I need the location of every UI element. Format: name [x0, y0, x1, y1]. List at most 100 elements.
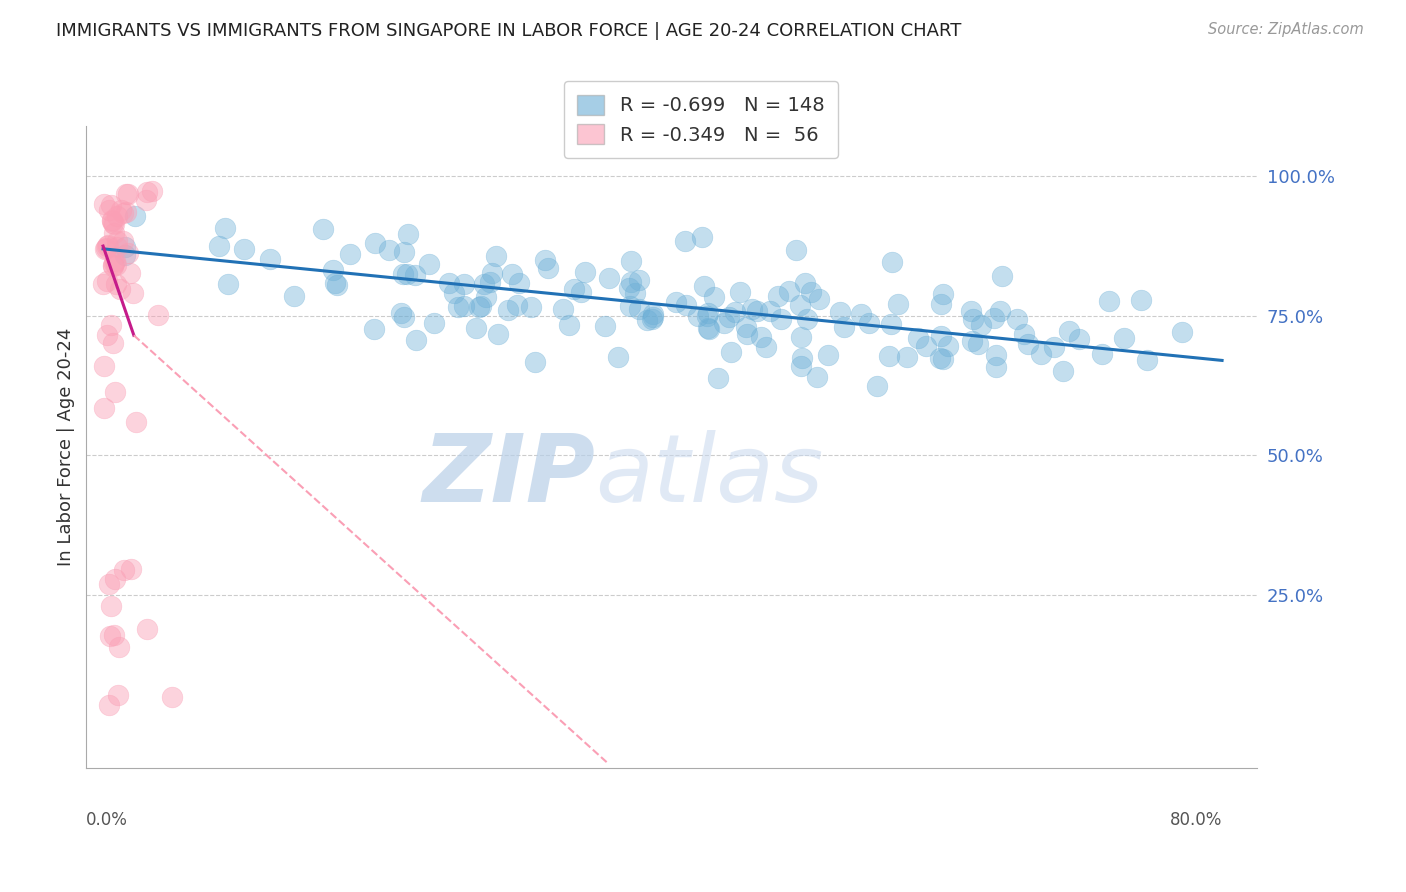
- Point: [778, 285, 800, 299]
- Point: [707, 371, 730, 385]
- Point: [960, 304, 983, 318]
- Point: [103, 572, 125, 586]
- Point: [437, 277, 460, 291]
- Point: [326, 277, 349, 292]
- Text: ZIP: ZIP: [423, 430, 596, 522]
- Point: [418, 257, 440, 271]
- Point: [984, 360, 1007, 375]
- Point: [627, 301, 650, 316]
- Point: [938, 339, 960, 353]
- Point: [624, 285, 647, 300]
- Point: [929, 297, 952, 311]
- Point: [124, 210, 146, 224]
- Point: [101, 335, 124, 350]
- Point: [741, 301, 763, 316]
- Point: [103, 256, 125, 270]
- Point: [665, 294, 688, 309]
- Point: [713, 316, 735, 330]
- Text: IMMIGRANTS VS IMMIGRANTS FROM SINGAPORE IN LABOR FORCE | AGE 20-24 CORRELATION C: IMMIGRANTS VS IMMIGRANTS FROM SINGAPORE …: [56, 22, 962, 40]
- Point: [718, 310, 741, 325]
- Point: [97, 202, 120, 217]
- Point: [617, 281, 640, 295]
- Point: [1005, 311, 1028, 326]
- Point: [506, 298, 529, 312]
- Point: [789, 298, 811, 312]
- Point: [120, 562, 142, 576]
- Point: [606, 351, 628, 365]
- Point: [97, 237, 120, 252]
- Point: [104, 384, 127, 399]
- Point: [312, 222, 335, 236]
- Point: [962, 312, 984, 326]
- Text: 0.0%: 0.0%: [86, 812, 128, 830]
- Point: [877, 349, 900, 363]
- Point: [520, 300, 543, 314]
- Point: [104, 258, 127, 272]
- Point: [283, 289, 305, 303]
- Point: [93, 359, 115, 374]
- Point: [1114, 331, 1136, 345]
- Point: [443, 285, 465, 300]
- Point: [453, 300, 475, 314]
- Point: [135, 622, 157, 636]
- Point: [117, 245, 139, 260]
- Point: [96, 239, 118, 253]
- Point: [508, 276, 530, 290]
- Point: [537, 261, 560, 276]
- Point: [103, 226, 125, 240]
- Point: [703, 290, 725, 304]
- Text: 80.0%: 80.0%: [1170, 812, 1222, 830]
- Point: [593, 318, 616, 333]
- Point: [378, 243, 401, 257]
- Point: [932, 351, 955, 366]
- Point: [734, 320, 756, 334]
- Point: [758, 304, 780, 318]
- Point: [259, 252, 281, 266]
- Point: [114, 248, 136, 262]
- Point: [796, 311, 818, 326]
- Point: [769, 311, 792, 326]
- Point: [620, 254, 643, 268]
- Point: [970, 318, 993, 332]
- Point: [832, 319, 855, 334]
- Y-axis label: In Labor Force | Age 20-24: In Labor Force | Age 20-24: [58, 327, 75, 566]
- Point: [817, 348, 839, 362]
- Point: [724, 305, 747, 319]
- Point: [104, 253, 127, 268]
- Point: [688, 309, 710, 323]
- Legend: R = -0.699   N = 148, R = -0.349   N =  56: R = -0.699 N = 148, R = -0.349 N = 56: [564, 81, 838, 158]
- Point: [1057, 324, 1080, 338]
- Point: [112, 234, 135, 248]
- Point: [828, 305, 851, 319]
- Point: [880, 317, 903, 331]
- Point: [464, 321, 486, 335]
- Point: [233, 243, 256, 257]
- Point: [101, 259, 124, 273]
- Point: [907, 331, 929, 345]
- Point: [523, 355, 546, 369]
- Point: [641, 311, 664, 326]
- Point: [339, 246, 361, 260]
- Point: [790, 351, 813, 365]
- Point: [986, 348, 1008, 362]
- Point: [97, 698, 120, 713]
- Point: [929, 329, 952, 343]
- Point: [112, 563, 135, 577]
- Point: [103, 258, 125, 272]
- Point: [790, 359, 813, 373]
- Point: [396, 227, 419, 241]
- Point: [322, 262, 344, 277]
- Point: [214, 220, 236, 235]
- Point: [141, 185, 163, 199]
- Point: [114, 240, 136, 254]
- Point: [693, 278, 716, 293]
- Point: [1067, 332, 1090, 346]
- Point: [217, 277, 239, 291]
- Point: [135, 193, 157, 207]
- Point: [479, 275, 502, 289]
- Point: [569, 285, 592, 300]
- Point: [1097, 293, 1119, 308]
- Point: [562, 282, 585, 296]
- Point: [960, 334, 983, 349]
- Point: [107, 640, 129, 654]
